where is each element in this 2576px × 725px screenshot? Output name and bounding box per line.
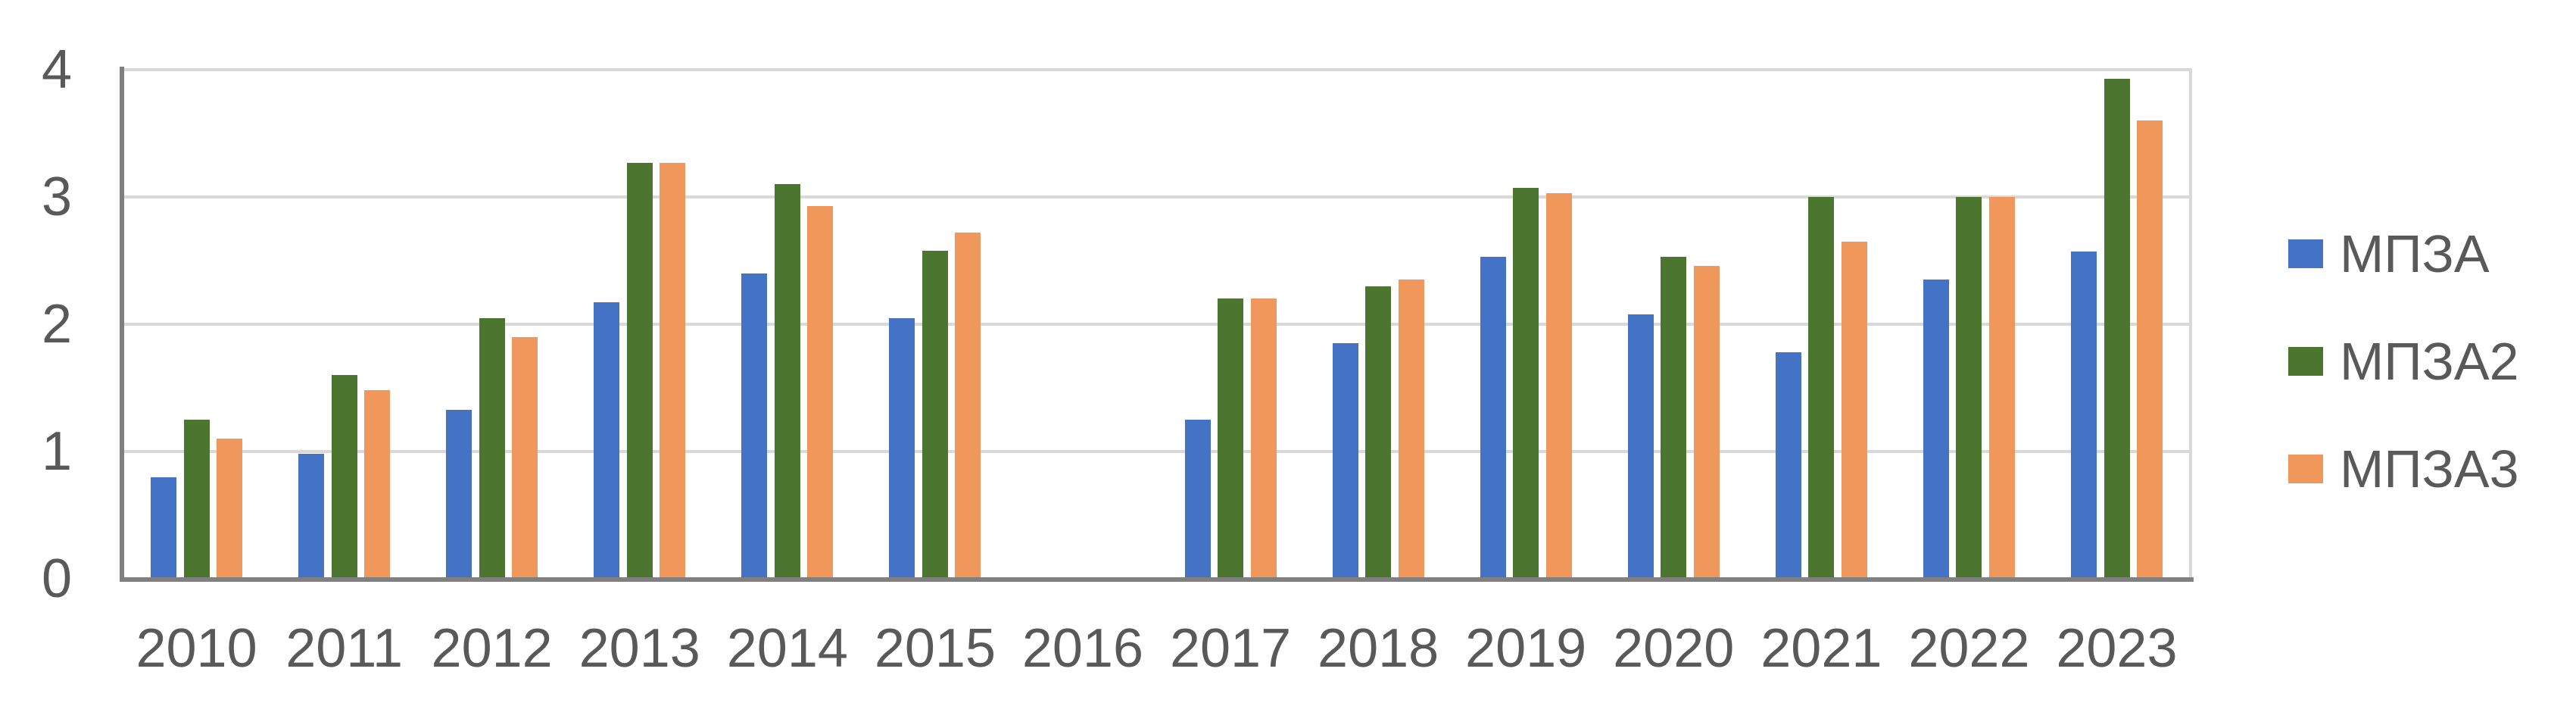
legend-label: МПЗА	[2340, 224, 2490, 283]
bar-series2-2014	[774, 184, 800, 579]
legend-item-1: МПЗА	[2288, 224, 2519, 283]
bar-series1-2020	[1627, 314, 1654, 579]
x-tick-label-2022: 2022	[1908, 618, 2030, 679]
bar-series3-2018	[1398, 280, 1424, 579]
legend: МПЗА МПЗА2 МПЗА3	[2288, 224, 2519, 498]
bar-series1-2011	[298, 454, 325, 579]
gridline-y1	[123, 450, 2191, 453]
x-tick-label-2015: 2015	[874, 618, 996, 679]
y-tick-label-1: 1	[41, 421, 72, 482]
bar-series1-2017	[1184, 420, 1211, 579]
bar-series2-2020	[1661, 257, 1687, 579]
x-axis-line	[120, 577, 2194, 582]
bar-series3-2020	[1693, 265, 1720, 579]
bar-series1-2014	[741, 273, 768, 579]
x-tick-label-2011: 2011	[285, 618, 404, 679]
bar-series2-2012	[479, 317, 505, 579]
bar-series2-2017	[1218, 298, 1243, 579]
x-tick-label-2016: 2016	[1021, 618, 1144, 679]
x-tick-label-2023: 2023	[2056, 618, 2178, 679]
bar-series3-2011	[364, 390, 391, 579]
bar-series3-2017	[1250, 298, 1277, 579]
x-tick-label-2010: 2010	[136, 618, 257, 679]
x-tick-label-2020: 2020	[1613, 618, 1735, 679]
bar-series3-2010	[217, 439, 242, 579]
legend-swatch-icon	[2288, 239, 2323, 268]
bar-series2-2011	[331, 375, 357, 579]
bar-series3-2014	[807, 205, 834, 579]
y-tick-label-3: 3	[41, 167, 72, 227]
bar-series1-2021	[1775, 352, 1801, 579]
bar-series2-2023	[2104, 78, 2130, 579]
x-tick-label-2012: 2012	[431, 618, 553, 679]
bar-series1-2012	[446, 409, 472, 579]
bar-series1-2023	[2071, 252, 2097, 579]
bar-series3-2023	[2137, 120, 2163, 579]
bar-series2-2022	[1956, 197, 1982, 579]
gridline-y4	[123, 68, 2191, 71]
bar-series1-2010	[151, 477, 176, 579]
gridline-y2	[123, 323, 2191, 326]
bar-series1-2018	[1332, 343, 1358, 579]
bar-series1-2013	[594, 302, 620, 579]
x-tick-label-2019: 2019	[1465, 618, 1587, 679]
x-tick-label-2013: 2013	[579, 618, 700, 679]
legend-swatch-icon	[2288, 455, 2323, 483]
legend-label: МПЗА3	[2340, 439, 2519, 498]
bar-series2-2018	[1365, 286, 1392, 579]
bar-series2-2010	[183, 420, 210, 579]
legend-swatch-icon	[2288, 347, 2323, 376]
plot-right-border	[2189, 68, 2192, 579]
bar-series1-2015	[889, 317, 915, 579]
bar-series3-2012	[512, 336, 538, 579]
bar-series3-2013	[660, 162, 686, 579]
x-tick-label-2017: 2017	[1169, 618, 1292, 679]
legend-item-2: МПЗА2	[2288, 332, 2519, 391]
bar-series2-2021	[1808, 197, 1835, 579]
bar-series3-2022	[1988, 197, 2015, 579]
bar-series2-2013	[626, 162, 653, 579]
legend-item-3: МПЗА3	[2288, 439, 2519, 498]
y-tick-label-4: 4	[41, 39, 72, 100]
bar-series2-2019	[1513, 188, 1539, 579]
bar-series1-2022	[1923, 280, 1949, 579]
y-axis-line	[120, 67, 124, 582]
y-tick-label-0: 0	[41, 548, 72, 609]
bar-series2-2015	[922, 250, 948, 579]
y-tick-label-2: 2	[41, 294, 72, 355]
x-tick-label-2018: 2018	[1318, 618, 1439, 679]
bar-series3-2015	[955, 233, 981, 579]
x-tick-label-2021: 2021	[1760, 618, 1882, 679]
bar-series3-2021	[1841, 241, 1867, 579]
legend-label: МПЗА2	[2340, 332, 2519, 391]
bar-series3-2019	[1545, 193, 1572, 579]
x-tick-label-2014: 2014	[726, 618, 848, 679]
bar-series1-2019	[1480, 257, 1506, 579]
gridline-y3	[123, 195, 2191, 198]
